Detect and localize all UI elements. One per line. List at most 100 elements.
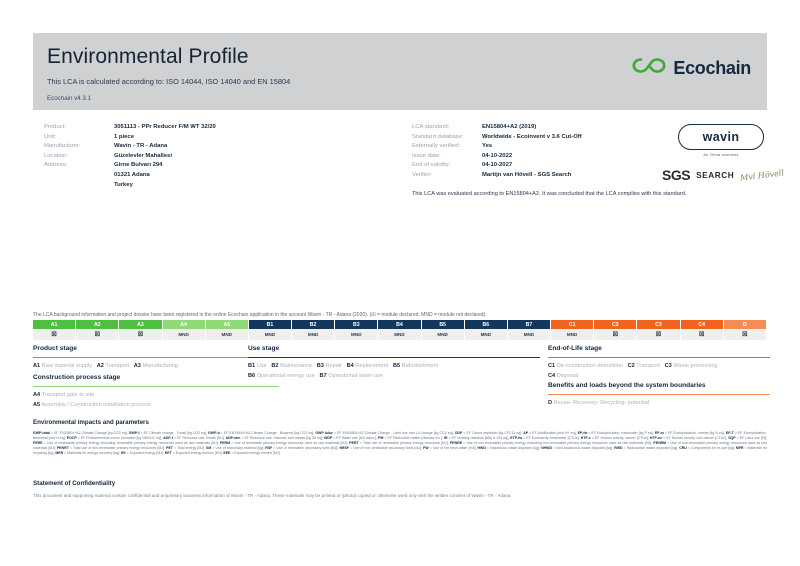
confidentiality-title: Statement of Confidentiality: [33, 480, 116, 487]
module-status: MND: [464, 329, 508, 340]
meta-label: Address:: [44, 162, 68, 169]
meta-label: LCA standard:: [412, 124, 450, 130]
module-status: MND: [378, 329, 422, 340]
module-column-b5: B5 MND: [421, 320, 465, 340]
module-status: MND: [248, 329, 293, 340]
confidentiality-block: Statement of Confidentiality This docume…: [33, 479, 767, 500]
meta-label: Product:: [44, 124, 66, 130]
module-column-c2: C2 ☒: [594, 320, 638, 340]
module-header: B2: [292, 320, 336, 329]
stage-product: Product stage A1 Raw material supply A2 …: [33, 344, 279, 372]
meta-row: Verifier: Martijn van Hövell - SGS Searc…: [412, 171, 692, 181]
abbreviations-body: GWP-total = EF EN15804+A2 Climate Change…: [33, 431, 767, 456]
stage-use: Use stage B1 Use B2 Maintenance B3 Repai…: [248, 344, 540, 381]
meta-row: Address: Girne Bulvarı 294 01321 Adana T…: [44, 161, 374, 190]
ecochain-brand: Ecochain: [632, 57, 751, 79]
stage-rule: [248, 356, 540, 359]
registration-note: The LCA background information and proje…: [33, 312, 487, 318]
module-header: A5: [205, 320, 249, 329]
module-header: C1: [551, 320, 595, 329]
module-header: A1: [33, 320, 77, 329]
meta-value: Girne Bulvarı 294 01321 Adana Turkey: [114, 162, 163, 188]
module-column-c1: C1 MND: [551, 320, 595, 340]
meta-label: Externally verified:: [412, 143, 461, 150]
meta-value: 04-10-2022: [482, 152, 513, 159]
abbreviations-block: Environmental impacts and parameters GWP…: [33, 418, 767, 456]
module-status: ☒: [680, 329, 724, 340]
stage-construction: Construction process stage A4 Transport …: [33, 373, 279, 410]
meta-value: 1 piece: [114, 133, 134, 140]
product-metadata: Product: 3051113 - PPr Reducer F/M WT 32…: [44, 123, 374, 190]
stage-items: D Reuse- Recovery- Recycling- potential: [548, 400, 650, 407]
module-column-b3: B3 MND: [335, 320, 379, 340]
wavin-tagline: An Orbia business: [703, 152, 739, 157]
stage-title: Benefits and loads beyond the system bou…: [548, 382, 706, 389]
wavin-logo-text: wavin: [702, 130, 740, 144]
meta-value: Martijn van Hövell - SGS Search: [482, 171, 572, 178]
module-header: B6: [464, 320, 508, 329]
stage-title: Construction process stage: [33, 374, 121, 381]
module-column-b4: B4 MND: [378, 320, 422, 340]
meta-row: Manufacturer: Wavin - TR - Adana: [44, 142, 374, 152]
meta-value: Yes: [482, 143, 493, 150]
stage-rule: [33, 385, 279, 388]
module-header: A3: [119, 320, 163, 329]
meta-label: Standard database:: [412, 133, 464, 140]
module-status: ☒: [76, 329, 120, 340]
meta-row: Location: Güzelevler Mahallesi: [44, 152, 374, 162]
module-status: MND: [551, 329, 595, 340]
stage-title: Use stage: [248, 345, 280, 352]
stage-title: Product stage: [33, 345, 77, 352]
meta-row: Unit: 1 piece: [44, 133, 374, 143]
meta-row: Product: 3051113 - PPr Reducer F/M WT 32…: [44, 123, 374, 133]
meta-label: Issue date:: [412, 152, 441, 159]
meta-value: 04-10-2027: [482, 162, 513, 169]
module-header: C3: [637, 320, 681, 329]
search-logo: SEARCH: [696, 170, 735, 180]
stage-rule: [548, 393, 770, 396]
meta-value: Worldwide - Ecoinvent v 3.6 Cut-Off: [482, 133, 582, 140]
module-column-a2: A2 ☒: [76, 320, 120, 340]
meta-row: Issue date: 04-10-2022: [412, 152, 692, 162]
module-column-a1: A1 ☒: [33, 320, 77, 340]
module-column-a5: A5 MND: [205, 320, 249, 340]
module-column-a3: A3 ☒: [119, 320, 163, 340]
document-header: Environmental Profile This LCA is calcul…: [33, 33, 767, 110]
module-header: B4: [378, 320, 422, 329]
header-subtitle: This LCA is calculated according to: ISO…: [47, 77, 291, 86]
module-header: C4: [680, 320, 724, 329]
stage-items: A1 Raw material supply A2 Transport A3 M…: [33, 363, 178, 370]
meta-label: Unit:: [44, 133, 57, 140]
module-column-b7: B7 MND: [507, 320, 552, 340]
meta-row: LCA standard: EN15804+A2 (2019): [412, 123, 692, 133]
sgs-logo: SGS: [662, 167, 691, 183]
module-header: B3: [335, 320, 379, 329]
page-title: Environmental Profile: [47, 45, 249, 68]
stage-items: B1 Use B2 Maintenance B3 Repair B4 Repla…: [248, 363, 439, 379]
module-header: B5: [421, 320, 465, 329]
meta-row: End of validity: 04-10-2027: [412, 161, 692, 171]
module-status: MND: [421, 329, 465, 340]
abbreviations-title: Environmental impacts and parameters: [33, 419, 149, 426]
module-status: MND: [292, 329, 336, 340]
header-version: Ecochain v4.3.1: [47, 95, 92, 102]
meta-label: Location:: [44, 152, 68, 159]
module-column-a4: A4 MND: [162, 320, 206, 340]
module-status: MND: [335, 329, 379, 340]
meta-label: End of validity:: [412, 162, 451, 169]
stage-rule: [548, 356, 770, 359]
module-header: C2: [594, 320, 638, 329]
stage-benefits: Benefits and loads beyond the system bou…: [548, 381, 770, 409]
certification-logos: SGS SEARCH Mvl Hövell: [662, 167, 785, 183]
module-status: ☒: [33, 329, 77, 340]
wavin-logo: wavin: [678, 124, 764, 150]
meta-row: Standard database: Worldwide - Ecoinvent…: [412, 133, 692, 143]
meta-value: 3051113 - PPr Reducer F/M WT 32/20: [114, 124, 216, 130]
module-header: A2: [76, 320, 120, 329]
infinity-loop-icon: [632, 57, 666, 79]
stage-rule: [33, 356, 279, 359]
module-column-d: D ☒: [723, 320, 767, 340]
meta-value: EN15804+A2 (2019): [482, 124, 537, 130]
brand-name: Ecochain: [673, 57, 751, 78]
